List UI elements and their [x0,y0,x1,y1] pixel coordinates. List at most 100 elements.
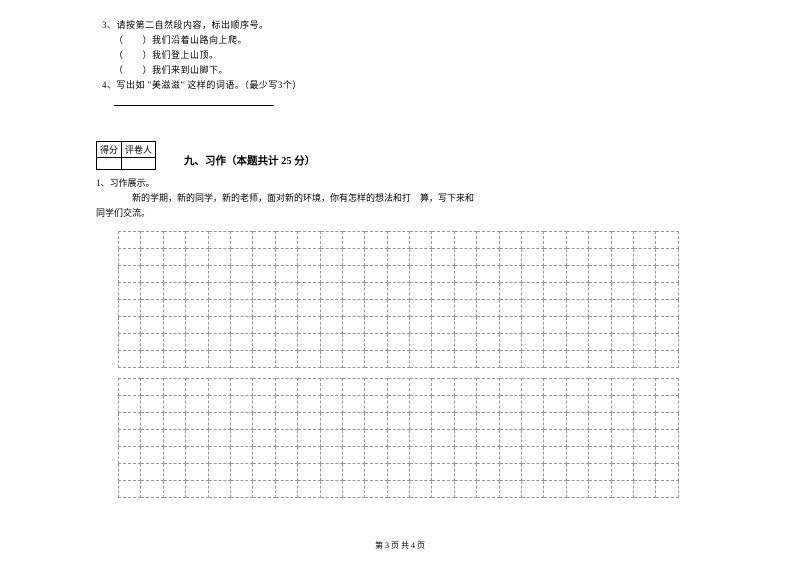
grid-cell [566,334,588,351]
grid-cell [342,396,364,413]
grid-cell [186,351,208,368]
grid-cell [566,396,588,413]
writing-grid-container [118,231,704,498]
grid-cell [387,249,409,266]
grid-cell [163,351,185,368]
grid-cell [432,283,454,300]
grid-cell [522,430,544,447]
grid-cell [342,300,364,317]
grid-cell [163,464,185,481]
grid-cell [320,232,342,249]
grid-cell [186,396,208,413]
grid-cell [410,249,432,266]
grid-cell [320,300,342,317]
grid-cell [253,232,275,249]
grid-cell [163,249,185,266]
grid-cell [522,300,544,317]
grid-cell [320,481,342,498]
grid-cell [387,232,409,249]
grid-cell [656,430,678,447]
grid-cell [499,317,521,334]
grid-cell [589,447,611,464]
grid-cell [522,232,544,249]
grid-cell [410,481,432,498]
grid-cell [320,317,342,334]
grid-cell [544,396,566,413]
grid-cell [499,430,521,447]
grid-cell [499,481,521,498]
grid-cell [342,317,364,334]
grid-cell [298,379,320,396]
grid-cell [522,447,544,464]
grid-cell [253,334,275,351]
grid-cell [208,300,230,317]
grid-cell [230,413,252,430]
grid-cell [522,317,544,334]
grid-cell [454,232,476,249]
grid-cell [163,317,185,334]
grid-cell [320,249,342,266]
grid-cell [275,379,297,396]
grid-cell [365,232,387,249]
grid-cell [298,396,320,413]
grid-cell [633,447,655,464]
grid-cell [365,283,387,300]
grid-cell [365,413,387,430]
grid-cell [633,266,655,283]
grid-cell [566,300,588,317]
grid-cell [253,481,275,498]
grid-cell [275,249,297,266]
grid-cell [633,300,655,317]
grid-cell [544,317,566,334]
grid-cell [566,379,588,396]
grid-cell [342,481,364,498]
grid-cell [298,464,320,481]
grid-cell [611,232,633,249]
page-content: 3、请按第二自然段内容，标出顺序号。 （ ）我们沿着山路向上爬。 （ ）我们登上… [0,0,800,498]
grid-cell [275,317,297,334]
grid-cell [320,351,342,368]
grid-cell [141,334,163,351]
grid-cell [342,232,364,249]
grid-cell [544,300,566,317]
grid-cell [633,396,655,413]
grid-cell [454,430,476,447]
grid-cell [253,447,275,464]
grid-cell [477,447,499,464]
grid-cell [119,413,141,430]
grid-cell [656,413,678,430]
q4-prompt: 4、写出如 "美滋滋" 这样的词语。（最少写3个） [102,78,704,93]
grid-cell [320,430,342,447]
grid-cell [410,413,432,430]
grid-cell [589,249,611,266]
grid-cell [522,481,544,498]
grid-cell [589,430,611,447]
grid-cell [342,379,364,396]
grid-cell [208,379,230,396]
grid-cell [656,317,678,334]
grid-cell [566,464,588,481]
grid-cell [611,351,633,368]
grid-cell [275,413,297,430]
grid-cell [253,249,275,266]
grid-cell [141,249,163,266]
grid-cell [298,447,320,464]
grid-cell [656,396,678,413]
grid-cell [633,379,655,396]
grid-cell [499,464,521,481]
grid-cell [387,464,409,481]
grid-cell [611,413,633,430]
grid-cell [298,351,320,368]
grid-cell [410,396,432,413]
grid-cell [186,317,208,334]
grid-cell [208,430,230,447]
grid-cell [253,396,275,413]
grid-cell [477,351,499,368]
grid-cell [633,430,655,447]
grid-cell [253,266,275,283]
grid-cell [454,379,476,396]
grid-cell [656,232,678,249]
grid-cell [611,334,633,351]
grid-cell [230,351,252,368]
grid-cell [499,351,521,368]
